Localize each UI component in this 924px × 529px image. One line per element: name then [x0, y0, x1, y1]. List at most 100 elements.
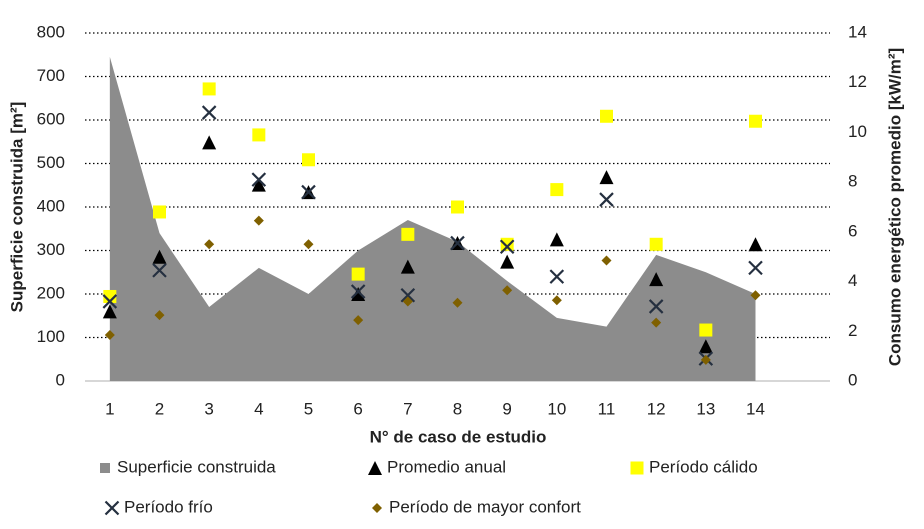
- legend-label: Superficie construida: [117, 457, 276, 476]
- diamond-marker: [551, 295, 562, 306]
- legend-swatch: [104, 500, 120, 516]
- legend-item: Superficie construida: [100, 457, 276, 476]
- diamond-marker: [104, 330, 115, 341]
- triangle-marker: [549, 232, 564, 247]
- x-marker: [400, 287, 416, 303]
- x-tick-label: 2: [155, 399, 164, 418]
- triangle-marker: [202, 135, 217, 150]
- legend-item: Período frío: [104, 497, 213, 516]
- y-tick-label: 300: [37, 240, 65, 259]
- diamond-marker: [353, 315, 364, 326]
- triangle-marker: [152, 249, 167, 264]
- x-marker: [599, 192, 614, 207]
- y-tick-label: 100: [37, 327, 65, 346]
- x-marker: [648, 299, 664, 314]
- x-tick-label: 4: [254, 399, 263, 418]
- legend-label: Período frío: [124, 497, 213, 516]
- triangle-marker: [698, 339, 713, 354]
- y2-tick-label: 2: [848, 321, 857, 340]
- x-tick-label: 3: [204, 399, 213, 418]
- y2-tick-label: 4: [848, 271, 857, 290]
- legend-label: Período de mayor confort: [389, 497, 581, 516]
- square-marker: [351, 267, 365, 281]
- y-tick-label: 200: [37, 283, 65, 302]
- y-axis-title: Superficie construida [m²]: [7, 102, 26, 313]
- x-marker: [450, 235, 465, 251]
- x-marker: [251, 172, 267, 187]
- diamond-marker: [303, 239, 314, 250]
- x-marker: [549, 269, 565, 284]
- square-marker: [302, 153, 315, 167]
- square-marker: [550, 183, 564, 197]
- diamond-marker: [601, 255, 612, 266]
- diamond-marker: [402, 296, 413, 307]
- y-tick-label: 600: [37, 109, 65, 128]
- diamond-marker: [651, 317, 662, 328]
- square-marker: [699, 323, 713, 337]
- diamond-marker: [502, 285, 513, 296]
- square-marker: [749, 114, 762, 128]
- legend-item: Período de mayor confort: [372, 497, 581, 516]
- x-marker: [301, 184, 316, 200]
- x-tick-label: 13: [696, 399, 715, 418]
- x-marker: [748, 260, 763, 276]
- square-marker: [202, 82, 216, 96]
- diamond-marker: [700, 354, 711, 365]
- y2-tick-label: 12: [848, 72, 867, 91]
- x-tick-label: 8: [453, 399, 462, 418]
- x-tick-label: 12: [647, 399, 666, 418]
- x-axis-title: N° de caso de estudio: [370, 427, 547, 446]
- square-marker: [252, 128, 266, 142]
- x-marker: [350, 284, 366, 299]
- x-tick-label: 14: [746, 399, 765, 418]
- x-marker: [102, 294, 118, 309]
- x-tick-label: 1: [105, 399, 114, 418]
- x-marker: [152, 263, 167, 278]
- legend-swatch: [630, 461, 644, 475]
- y2-axis-title: Consumo energético promedio [kW/m²]: [885, 48, 904, 366]
- y-tick-label: 500: [37, 153, 65, 172]
- square-marker: [649, 237, 663, 251]
- legend-swatch: [368, 461, 382, 475]
- triangle-marker: [649, 272, 664, 287]
- y2-tick-label: 6: [848, 221, 857, 240]
- y2-tick-label: 10: [848, 122, 867, 141]
- x-marker: [201, 105, 217, 120]
- square-marker: [600, 109, 613, 123]
- y-tick-label: 400: [37, 196, 65, 215]
- triangle-marker: [251, 177, 266, 192]
- y2-tick-label: 14: [848, 22, 867, 41]
- legend-item: Período cálido: [630, 457, 758, 476]
- x-tick-label: 10: [547, 399, 566, 418]
- square-marker: [500, 237, 514, 251]
- y-tick-label: 0: [56, 370, 65, 389]
- plot-area: [102, 56, 763, 382]
- triangle-marker: [748, 237, 763, 252]
- y2-tick-label: 0: [848, 370, 857, 389]
- y-tick-label: 800: [37, 22, 65, 41]
- diamond-marker: [750, 290, 761, 301]
- x-tick-label: 5: [304, 399, 313, 418]
- x-tick-label: 9: [502, 399, 511, 418]
- diamond-marker: [253, 215, 264, 226]
- x-marker: [499, 239, 515, 255]
- triangle-marker: [400, 259, 415, 274]
- square-marker: [401, 227, 415, 241]
- triangle-marker: [102, 304, 117, 319]
- area: [109, 56, 756, 382]
- triangle-marker: [500, 254, 515, 269]
- legend-swatch: [372, 503, 382, 513]
- square-marker: [153, 205, 166, 219]
- legend-swatch: [100, 463, 110, 473]
- diamond-marker: [204, 239, 215, 250]
- y2-tick-label: 8: [848, 172, 857, 191]
- diamond-marker: [154, 310, 165, 321]
- legend-item: Promedio anual: [368, 457, 506, 476]
- y-tick-label: 700: [37, 66, 65, 85]
- x-tick-label: 6: [353, 399, 362, 418]
- x-tick-label: 7: [403, 399, 412, 418]
- square-marker: [451, 200, 464, 214]
- legend-label: Período cálido: [649, 457, 758, 476]
- legend-label: Promedio anual: [387, 457, 506, 476]
